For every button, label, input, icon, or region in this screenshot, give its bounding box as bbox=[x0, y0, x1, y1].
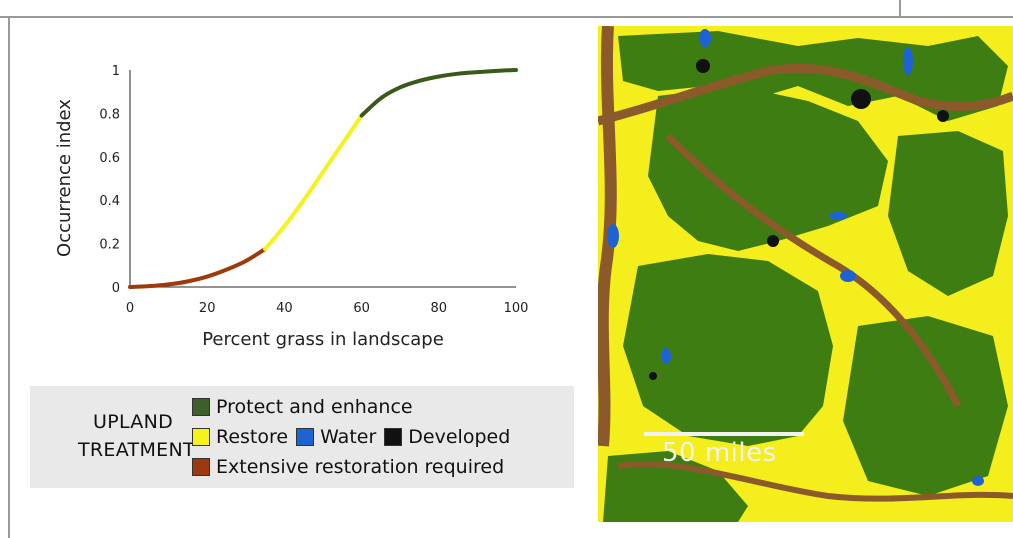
restore-swatch bbox=[192, 428, 210, 446]
river-north bbox=[598, 63, 1013, 126]
grass-region-right bbox=[888, 131, 1008, 296]
map-svg bbox=[598, 26, 1013, 522]
frame-top bbox=[0, 0, 1013, 18]
legend-title: UPLAND TREATMENT bbox=[78, 408, 195, 464]
frame-left bbox=[8, 16, 10, 538]
water-body bbox=[829, 212, 847, 220]
x-tick-label: 40 bbox=[276, 301, 293, 316]
y-tick-label: 0.2 bbox=[99, 238, 120, 253]
x-tick-label: 100 bbox=[504, 301, 529, 316]
river-south bbox=[617, 460, 1013, 502]
extensive-swatch bbox=[192, 458, 210, 476]
y-tick-label: 0.4 bbox=[99, 194, 120, 209]
y-tick-label: 0 bbox=[112, 281, 120, 296]
water-label: Water bbox=[320, 426, 377, 448]
legend-row-restore: Restore Water Developed bbox=[192, 426, 510, 448]
developed-area bbox=[851, 89, 871, 109]
water-body bbox=[661, 348, 671, 364]
y-tick-label: 1 bbox=[112, 64, 120, 79]
landscape-map: 50 miles bbox=[598, 26, 1013, 522]
chart-svg: 0 0.2 0.4 0.6 0.8 1 0 20 40 60 80 100 Percent gras… bbox=[54, 64, 529, 350]
water-body bbox=[903, 47, 913, 75]
scale-label: 50 miles bbox=[662, 438, 777, 468]
developed-area bbox=[696, 59, 710, 73]
protect-swatch bbox=[192, 398, 210, 416]
series-line-0 bbox=[128, 247, 268, 289]
y-axis-label: Occurrence index bbox=[54, 99, 75, 257]
water-body bbox=[840, 270, 856, 282]
x-axis-label: Percent grass in landscape bbox=[202, 329, 444, 350]
river-west bbox=[598, 26, 617, 447]
x-tick-label: 0 bbox=[126, 301, 134, 316]
x-tick-label: 20 bbox=[199, 301, 216, 316]
extensive-label: Extensive restoration required bbox=[216, 456, 505, 478]
y-tick-label: 0.6 bbox=[99, 151, 120, 166]
grass-region-lower bbox=[623, 254, 833, 446]
legend-box: UPLAND TREATMENT Protect and enhance Res… bbox=[30, 386, 574, 488]
y-tick-label: 0.8 bbox=[99, 107, 120, 122]
grass-region-center bbox=[648, 86, 888, 251]
protect-label: Protect and enhance bbox=[216, 396, 413, 418]
developed-label: Developed bbox=[408, 426, 511, 448]
x-tick-label: 60 bbox=[353, 301, 370, 316]
legend-title-line1: UPLAND bbox=[92, 411, 174, 433]
restore-label: Restore bbox=[216, 426, 289, 448]
grass-region-bottom-right bbox=[843, 316, 1008, 496]
frame-divider bbox=[899, 0, 901, 16]
grass-region-bottom-left bbox=[603, 451, 748, 522]
water-body bbox=[699, 29, 711, 47]
water-swatch bbox=[296, 428, 315, 446]
legend-row-extensive: Extensive restoration required bbox=[192, 456, 504, 478]
water-body bbox=[972, 476, 984, 486]
river-diagonal bbox=[665, 133, 962, 408]
legend-row-protect: Protect and enhance bbox=[192, 396, 413, 418]
occurrence-chart: 0 0.2 0.4 0.6 0.8 1 0 20 40 60 80 100 Percent gras… bbox=[40, 50, 540, 360]
legend-title-line2: TREATMENT bbox=[78, 439, 195, 461]
developed-swatch bbox=[384, 428, 403, 446]
series-line-2 bbox=[359, 68, 518, 118]
developed-area bbox=[937, 110, 949, 122]
developed-area bbox=[649, 372, 657, 380]
x-tick-label: 80 bbox=[431, 301, 448, 316]
water-body bbox=[607, 224, 619, 248]
series-line-1 bbox=[263, 113, 364, 252]
developed-area bbox=[767, 235, 779, 247]
